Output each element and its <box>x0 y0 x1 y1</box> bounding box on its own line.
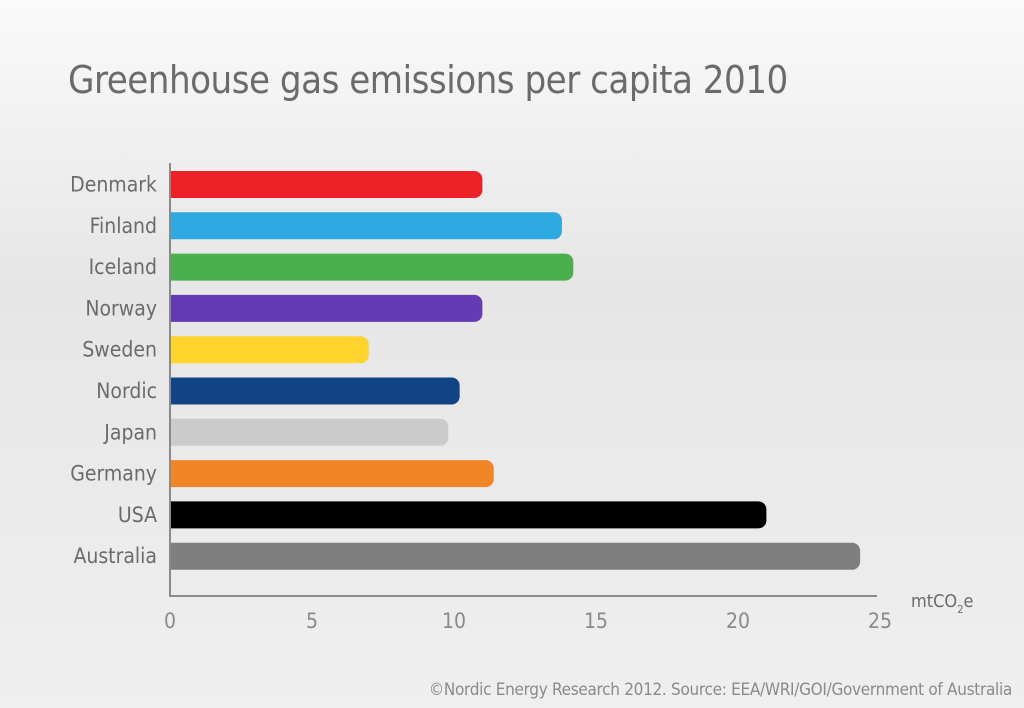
bar-japan <box>170 418 449 446</box>
bar-denmark <box>170 171 483 198</box>
bar-germany <box>170 460 494 488</box>
category-label: Norway <box>85 296 157 320</box>
category-label: Germany <box>70 462 157 486</box>
category-label: Australia <box>73 544 157 568</box>
x-tick-label: 20 <box>726 609 750 633</box>
x-axis-unit: mtCO2e <box>911 591 973 616</box>
bar-sweden <box>169 336 369 364</box>
x-tick-label: 10 <box>442 609 466 633</box>
source-note: ©Nordic Energy Research 2012. Source: EE… <box>428 680 1012 700</box>
bar-iceland <box>170 253 574 281</box>
bar-norway <box>170 294 483 322</box>
x-tick-label: 0 <box>164 609 176 633</box>
x-tick-label: 5 <box>306 609 318 633</box>
category-label: Sweden <box>82 338 157 362</box>
category-label: Iceland <box>89 255 157 279</box>
chart-title: Greenhouse gas emissions per capita 2010 <box>68 58 788 102</box>
category-label: Finland <box>90 214 157 238</box>
bar-finland <box>170 212 562 240</box>
bar-nordic <box>170 377 460 405</box>
category-label: USA <box>118 503 157 527</box>
category-label: Denmark <box>70 173 157 197</box>
bar-usa <box>170 501 767 529</box>
bar-australia <box>170 542 861 570</box>
category-label: Japan <box>103 420 157 444</box>
x-tick-label: 15 <box>584 609 608 633</box>
x-tick-label: 25 <box>868 609 892 633</box>
category-label: Nordic <box>96 379 157 403</box>
